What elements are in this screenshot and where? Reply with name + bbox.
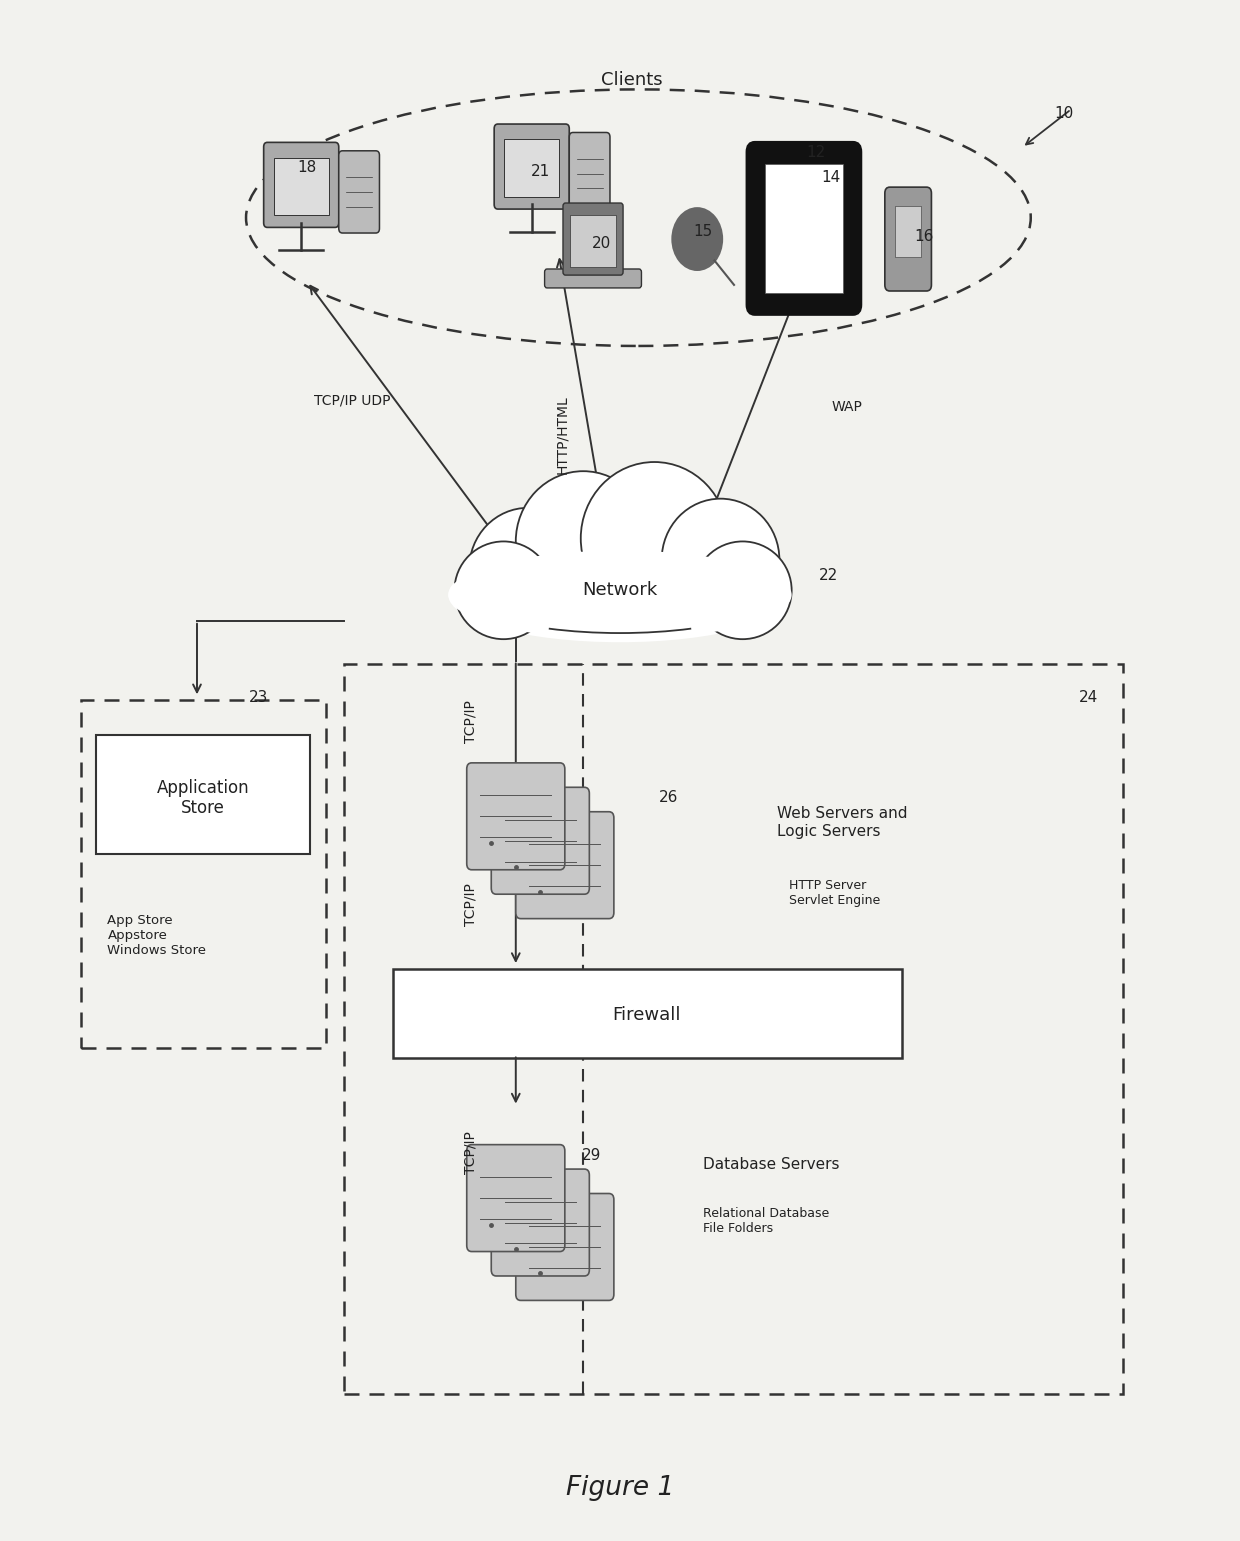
FancyBboxPatch shape bbox=[895, 206, 921, 257]
Ellipse shape bbox=[693, 541, 791, 640]
FancyBboxPatch shape bbox=[569, 133, 610, 214]
Text: HTTP Server
Servlet Engine: HTTP Server Servlet Engine bbox=[789, 878, 880, 906]
FancyBboxPatch shape bbox=[563, 203, 622, 276]
Text: TCP/IP UDP: TCP/IP UDP bbox=[315, 394, 391, 408]
FancyBboxPatch shape bbox=[264, 142, 339, 228]
Text: WAP: WAP bbox=[831, 401, 862, 415]
FancyBboxPatch shape bbox=[393, 969, 901, 1057]
Ellipse shape bbox=[516, 472, 651, 612]
FancyBboxPatch shape bbox=[491, 787, 589, 894]
Text: Relational Database
File Folders: Relational Database File Folders bbox=[703, 1207, 830, 1234]
Text: 29: 29 bbox=[582, 1148, 601, 1163]
FancyBboxPatch shape bbox=[505, 139, 559, 197]
FancyBboxPatch shape bbox=[97, 735, 310, 855]
Circle shape bbox=[673, 208, 722, 270]
FancyBboxPatch shape bbox=[466, 763, 565, 869]
Ellipse shape bbox=[580, 462, 728, 615]
Text: Clients: Clients bbox=[601, 71, 663, 89]
FancyBboxPatch shape bbox=[339, 151, 379, 233]
Ellipse shape bbox=[662, 499, 780, 621]
FancyBboxPatch shape bbox=[466, 1145, 565, 1251]
FancyBboxPatch shape bbox=[748, 143, 861, 314]
Text: 22: 22 bbox=[818, 567, 838, 582]
FancyBboxPatch shape bbox=[495, 123, 569, 210]
FancyBboxPatch shape bbox=[570, 216, 615, 267]
Text: Application
Store: Application Store bbox=[156, 778, 249, 817]
Text: 10: 10 bbox=[1054, 106, 1074, 122]
FancyBboxPatch shape bbox=[274, 157, 329, 216]
Text: 24: 24 bbox=[1079, 690, 1097, 704]
Ellipse shape bbox=[455, 541, 553, 640]
Text: TCP/IP: TCP/IP bbox=[464, 1131, 477, 1174]
Text: 26: 26 bbox=[660, 791, 678, 806]
Text: 14: 14 bbox=[821, 171, 841, 185]
Ellipse shape bbox=[469, 509, 587, 630]
Text: TCP/IP: TCP/IP bbox=[464, 700, 477, 743]
Text: 16: 16 bbox=[914, 228, 934, 243]
Text: Web Servers and
Logic Servers: Web Servers and Logic Servers bbox=[777, 806, 908, 838]
FancyBboxPatch shape bbox=[885, 186, 931, 291]
Text: Firewall: Firewall bbox=[613, 1006, 681, 1023]
Ellipse shape bbox=[449, 550, 791, 640]
Text: Database Servers: Database Servers bbox=[703, 1157, 839, 1173]
FancyBboxPatch shape bbox=[544, 270, 641, 288]
FancyBboxPatch shape bbox=[516, 1194, 614, 1301]
Text: App Store
Appstore
Windows Store: App Store Appstore Windows Store bbox=[108, 914, 207, 957]
Text: Figure 1: Figure 1 bbox=[565, 1475, 675, 1501]
FancyBboxPatch shape bbox=[765, 165, 843, 293]
FancyBboxPatch shape bbox=[516, 812, 614, 918]
Text: 12: 12 bbox=[806, 145, 826, 160]
Text: 20: 20 bbox=[591, 236, 611, 251]
Text: Network: Network bbox=[583, 581, 657, 599]
Text: 18: 18 bbox=[298, 160, 317, 174]
Text: 23: 23 bbox=[248, 690, 268, 704]
Text: 21: 21 bbox=[531, 165, 549, 179]
FancyBboxPatch shape bbox=[491, 1170, 589, 1276]
Text: HTTP/HTML: HTTP/HTML bbox=[556, 394, 569, 475]
Text: TCP/IP: TCP/IP bbox=[464, 883, 477, 926]
Text: 15: 15 bbox=[693, 223, 713, 239]
Ellipse shape bbox=[449, 547, 791, 643]
